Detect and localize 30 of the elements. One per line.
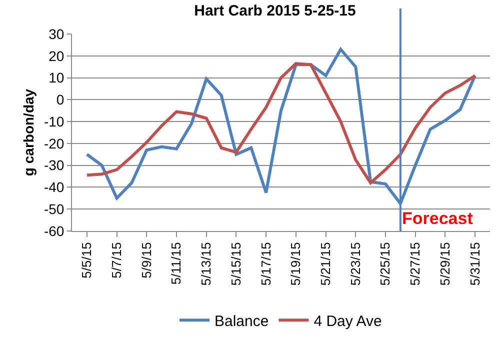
ref-line-label: Forecast	[402, 209, 474, 228]
x-tick-label: 5/17/15	[258, 242, 274, 286]
x-tick-label: 5/25/15	[378, 242, 393, 286]
x-tick-label: 5/11/15	[168, 242, 184, 285]
y-tick-label: 0	[56, 92, 64, 108]
x-tick-label: 5/21/15	[318, 242, 334, 286]
x-tick-label: 5/19/15	[288, 242, 304, 286]
y-axis-title: g carbon/day	[20, 88, 37, 176]
chart-title: Hart Carb 2015 5-25-15	[194, 2, 356, 20]
y-tick-label: -50	[44, 201, 64, 218]
legend-label: Balance	[214, 312, 269, 330]
x-tick-label: 5/13/15	[198, 242, 214, 286]
x-tick-label: 5/7/15	[109, 242, 124, 278]
legend-label: 4 Day Ave	[314, 312, 382, 330]
x-tick-label: 5/5/15	[79, 242, 94, 278]
x-tick-label: 5/9/15	[138, 242, 154, 278]
y-tick-label: -30	[44, 157, 64, 174]
x-tick-label: 5/31/15	[467, 242, 482, 286]
line-series	[85, 62, 477, 184]
y-tick-label: -60	[44, 222, 64, 239]
y-tick-label: 20	[48, 48, 64, 64]
y-tick-label: -10	[44, 113, 64, 130]
y-tick-label: 30	[48, 26, 64, 42]
x-tick-label: 5/23/15	[348, 242, 363, 286]
x-tick-label: 5/15/15	[228, 242, 244, 286]
y-tick-label: -20	[44, 135, 64, 152]
x-tick-label: 5/29/15	[437, 242, 452, 286]
y-tick-label: -40	[44, 179, 64, 196]
y-tick-label: 10	[48, 70, 64, 86]
x-tick-label: 5/27/15	[408, 242, 423, 286]
